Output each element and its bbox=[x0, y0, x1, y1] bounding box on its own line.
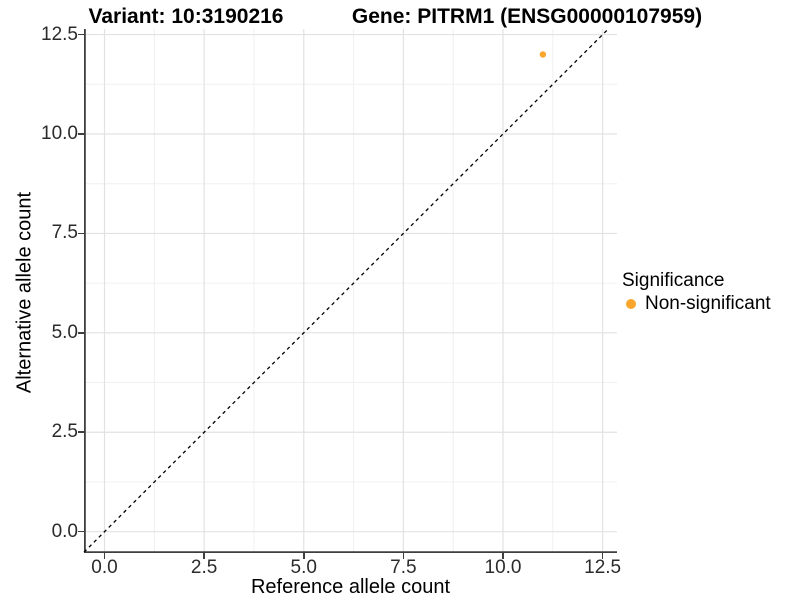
x-tick-label: 12.5 bbox=[584, 557, 622, 578]
y-tick-label: 7.5 bbox=[51, 222, 78, 244]
x-tick-mark bbox=[103, 553, 106, 559]
y-tick-label: 12.5 bbox=[41, 23, 78, 45]
y-axis-tick-labels: 0.0 2.5 5.0 7.5 10.0 12.5 bbox=[30, 24, 78, 553]
x-axis-ticks bbox=[84, 553, 617, 559]
legend: Significance Non-significant bbox=[622, 269, 771, 315]
y-tick-mark bbox=[78, 332, 84, 334]
x-axis-title: Reference allele count bbox=[250, 576, 450, 598]
major-gridlines bbox=[84, 29, 617, 553]
y-tick-label: 0.0 bbox=[51, 520, 78, 542]
legend-title: Significance bbox=[622, 270, 725, 291]
legend-entry: Non-significant bbox=[622, 293, 771, 315]
data-points bbox=[539, 51, 547, 58]
plot-panel bbox=[83, 28, 617, 553]
y-tick-label: 5.0 bbox=[51, 321, 78, 343]
y-axis-ticks bbox=[78, 29, 84, 553]
x-tick-label: 10.0 bbox=[484, 557, 522, 578]
plot-layer bbox=[83, 28, 617, 553]
y-tick-label: 2.5 bbox=[51, 421, 78, 443]
y-tick-mark bbox=[78, 33, 84, 36]
scatter-point bbox=[539, 51, 547, 58]
y-tick-mark bbox=[78, 431, 84, 434]
variant-title: Variant: 10:3190216 bbox=[88, 5, 284, 28]
x-axis-tick-labels: 0.0 2.5 5.0 7.5 10.0 12.5 bbox=[84, 557, 621, 579]
x-tick-label: 7.5 bbox=[390, 557, 417, 578]
y-tick-mark bbox=[78, 133, 84, 135]
y-tick-mark bbox=[78, 530, 84, 533]
y-tick-mark bbox=[78, 232, 84, 235]
identity-diagonal-line bbox=[83, 28, 609, 553]
non-significant-dot-icon bbox=[626, 299, 636, 309]
x-tick-mark bbox=[601, 553, 604, 559]
x-tick-label: 2.5 bbox=[190, 557, 218, 578]
x-tick-label: 0.0 bbox=[91, 557, 118, 578]
x-tick-mark bbox=[502, 553, 504, 559]
y-axis-title: Alternative allele count bbox=[13, 191, 36, 394]
x-tick-mark bbox=[402, 553, 405, 559]
x-tick-mark bbox=[302, 553, 305, 559]
gene-title: Gene: PITRM1 (ENSG00000107959) bbox=[351, 5, 703, 28]
x-tick-mark bbox=[203, 553, 205, 559]
legend-entry-label: Non-significant bbox=[645, 293, 771, 314]
x-tick-label: 5.0 bbox=[290, 557, 317, 578]
minor-gridlines bbox=[84, 29, 617, 553]
y-tick-label: 10.0 bbox=[41, 122, 78, 144]
